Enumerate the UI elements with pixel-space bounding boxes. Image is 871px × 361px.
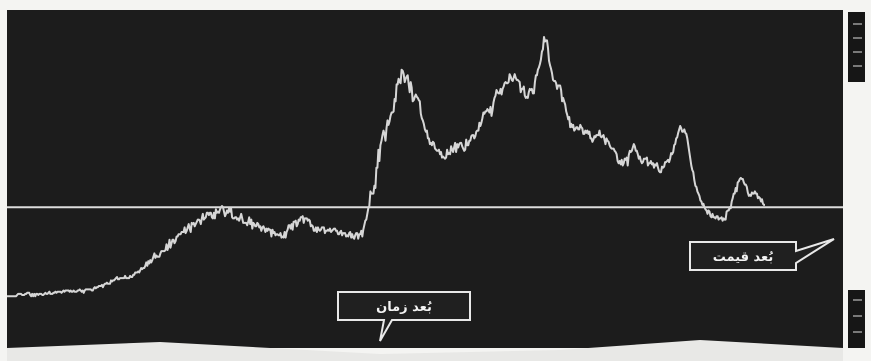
price-dimension-callout: بُعد قیمت (689, 238, 835, 271)
price-callout-box (689, 238, 835, 271)
price-scale-bar-lower (848, 290, 865, 348)
time-callout-label: بُعد زمان (376, 300, 432, 315)
time-callout-box (337, 291, 471, 342)
price-scale (848, 12, 865, 348)
plot-bottom-edge (7, 340, 843, 361)
price-scale-bar-upper (848, 12, 865, 82)
price-callout-label: بُعد قیمت (713, 250, 774, 265)
price-series-line (7, 36, 765, 298)
time-dimension-callout: بُعد زمان (337, 291, 471, 342)
